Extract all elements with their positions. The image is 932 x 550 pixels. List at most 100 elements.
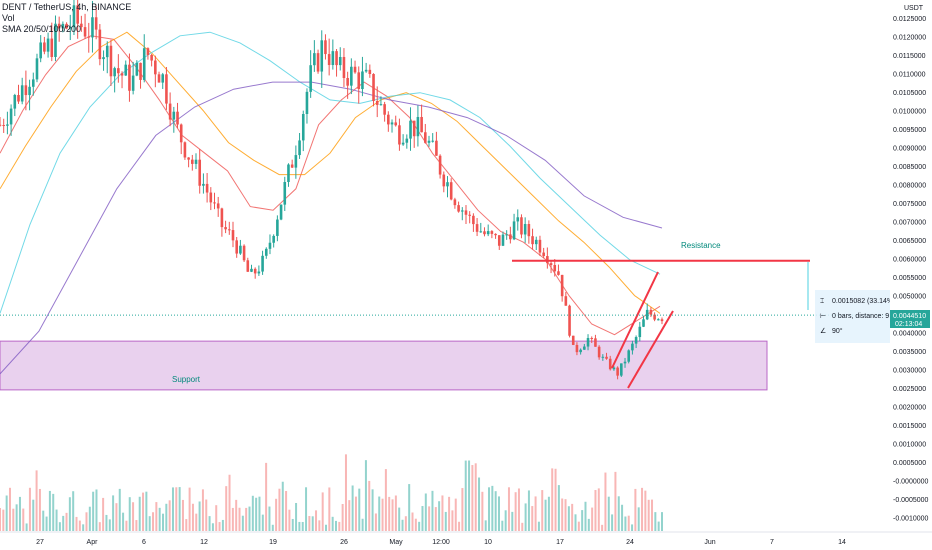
volume-bar (341, 503, 344, 531)
candle-body (420, 116, 423, 133)
sma-line (0, 81, 663, 375)
candle-body (124, 64, 128, 76)
candle-body (612, 367, 616, 370)
candle-body (653, 314, 656, 320)
volume-bar (145, 491, 148, 531)
candle-body (390, 122, 394, 125)
candle-body (309, 65, 312, 92)
candle-body (6, 124, 9, 126)
volume-bar (547, 496, 550, 531)
candle-body (102, 57, 105, 60)
volume-bar (624, 516, 627, 531)
volume-bar (478, 477, 481, 531)
candle-body (139, 62, 142, 80)
volume-bar (334, 520, 337, 531)
volume-bar (52, 493, 55, 531)
candle-body (490, 231, 494, 234)
candle-body (494, 233, 497, 236)
candle-body (46, 38, 50, 52)
volume-bar (218, 522, 221, 531)
price-tick-label: 0.0085000 (893, 164, 926, 171)
time-tick-label: 17 (556, 539, 564, 546)
volume-bar (102, 497, 105, 531)
volume-bar (95, 489, 98, 531)
volume-bar (424, 493, 427, 531)
candle-body (17, 95, 20, 102)
candle-body (468, 214, 471, 216)
candle-body (191, 159, 194, 164)
volume-bar (255, 497, 258, 531)
volume-bar (122, 512, 125, 531)
volume-bar (118, 488, 121, 531)
candle-body (316, 53, 320, 72)
volume-bar (251, 495, 254, 531)
volume-bar (211, 523, 214, 531)
candle-body (320, 40, 324, 72)
candle-body (597, 346, 601, 358)
volume-bar (514, 492, 517, 531)
candle-body (98, 29, 102, 60)
candle-body (534, 239, 538, 245)
candle-body (483, 231, 486, 235)
wedge-upper-line[interactable] (611, 271, 659, 369)
volume-bar (8, 487, 11, 531)
candle-body (154, 60, 157, 75)
time-tick-label: 24 (626, 539, 634, 546)
volume-bar (471, 465, 474, 531)
candle-body (250, 268, 253, 272)
volume-bar (241, 515, 244, 531)
candle-body (512, 221, 516, 240)
candle-body (324, 40, 327, 55)
candle-body (120, 73, 124, 76)
candle-body (105, 45, 109, 58)
volume-bar (158, 507, 161, 531)
volume-bar (418, 521, 421, 531)
price-axis[interactable]: USDT 0.0125000 0.0120000 0.0115000 0.011000… (890, 0, 932, 532)
price-tick-label: 0.0015000 (893, 423, 926, 430)
time-axis[interactable]: 27 Apr 6 12 19 26 May 12:00 10 17 24 Jun 7 14 (0, 531, 932, 546)
candle-body (31, 79, 35, 87)
candle-body (239, 245, 242, 254)
measure-angle: 90° (832, 327, 843, 335)
time-tick-label: 26 (340, 539, 348, 546)
price-axis-background (890, 0, 932, 532)
candle-body (383, 104, 386, 115)
candle-body (294, 155, 298, 168)
volume-bar (398, 507, 401, 531)
volume-bar (271, 524, 274, 531)
volume-bar (162, 513, 165, 531)
volume-bar (438, 501, 441, 531)
price-tick-label: 0.0080000 (893, 183, 926, 190)
wedge-lower-line[interactable] (627, 310, 674, 389)
candle-body (128, 64, 131, 91)
volume-bar (281, 481, 284, 531)
volume-bar (88, 506, 91, 531)
volume-bar (132, 502, 135, 531)
price-tick-label: 0.0020000 (893, 405, 926, 412)
volume-bar (458, 521, 461, 531)
candle-body (546, 256, 549, 264)
volume-bar (488, 487, 491, 531)
volume-bar (48, 490, 51, 531)
price-tag-background (890, 310, 930, 328)
volume-bar (544, 499, 547, 531)
volume-bar (38, 488, 41, 531)
volume-bar (541, 490, 544, 531)
candle-body (364, 69, 368, 72)
volume-bar (621, 504, 624, 531)
candle-body (298, 140, 301, 156)
candle-body (113, 68, 116, 77)
volume-bar (421, 506, 424, 531)
measure-box[interactable]: ⌶ 0.0015082 (33.14%) ⊢ 0 bars, distance:… (807, 262, 895, 343)
sma-line (0, 35, 661, 336)
candle-body (87, 36, 91, 38)
candle-body (117, 68, 120, 74)
volume-bar (637, 507, 640, 531)
candle-body (28, 86, 31, 96)
price-tick-label: 0.0115000 (893, 53, 926, 60)
volume-bar (451, 510, 454, 531)
chart-drawings[interactable] (0, 259, 890, 389)
volume-bar (181, 499, 184, 531)
support-zone[interactable] (0, 340, 768, 391)
